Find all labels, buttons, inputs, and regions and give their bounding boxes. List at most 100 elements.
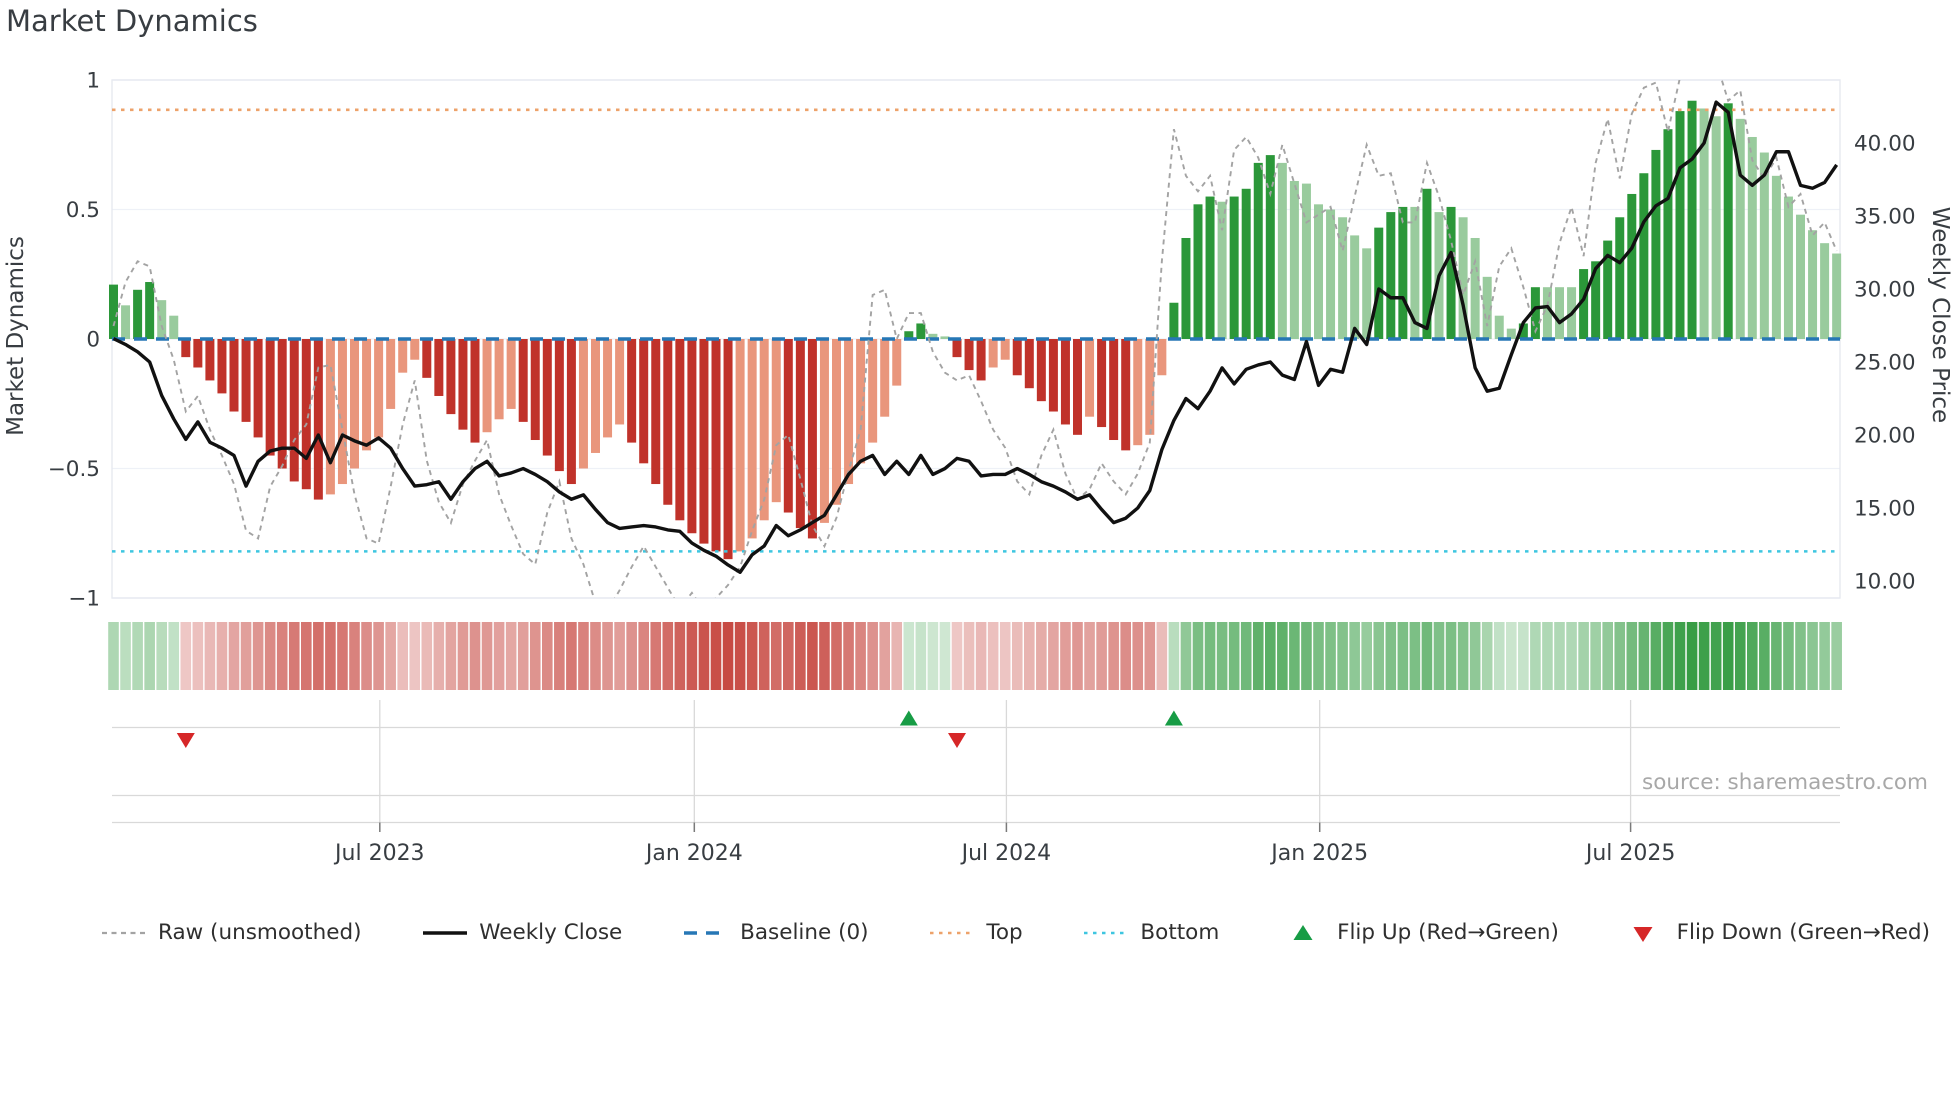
bar bbox=[904, 331, 914, 339]
heatmap-cell bbox=[722, 622, 734, 690]
bar bbox=[1121, 339, 1131, 451]
bar bbox=[1675, 111, 1685, 339]
heatmap-cell bbox=[939, 622, 951, 690]
heatmap-cell bbox=[554, 622, 565, 690]
bar bbox=[1555, 287, 1564, 339]
legend-label-top: Top bbox=[986, 920, 1023, 945]
heatmap-cell bbox=[1216, 622, 1228, 690]
bar bbox=[313, 339, 323, 500]
bar bbox=[181, 339, 191, 358]
bar bbox=[591, 339, 600, 453]
heatmap-cell bbox=[457, 622, 469, 690]
bar bbox=[952, 339, 962, 358]
bar bbox=[1350, 235, 1360, 339]
bar bbox=[542, 339, 552, 456]
bar bbox=[1169, 302, 1179, 339]
heatmap-cell bbox=[746, 622, 758, 690]
heatmap-cell bbox=[879, 622, 890, 690]
bar bbox=[1796, 214, 1805, 339]
bar bbox=[1530, 287, 1540, 339]
heatmap-cell bbox=[1132, 622, 1144, 690]
bar bbox=[1494, 315, 1504, 339]
bar bbox=[1362, 248, 1372, 339]
legend: Raw (unsmoothed) Weekly Close Baseline (… bbox=[0, 920, 1960, 945]
dynamics-bars bbox=[109, 100, 1842, 560]
bar bbox=[1398, 206, 1408, 339]
heatmap-cell bbox=[1734, 622, 1746, 690]
bar bbox=[651, 339, 661, 485]
bar bbox=[1277, 162, 1287, 339]
bar bbox=[1024, 339, 1034, 389]
legend-label-weekly-close: Weekly Close bbox=[479, 920, 623, 945]
bar bbox=[482, 339, 492, 433]
heatmap-cell bbox=[144, 622, 155, 690]
heatmap-cell bbox=[505, 622, 517, 690]
heatmap-cell bbox=[770, 622, 782, 690]
bar bbox=[1832, 253, 1842, 339]
heatmap-cell bbox=[795, 622, 806, 690]
heatmap-cell bbox=[1638, 622, 1650, 690]
legend-label-raw: Raw (unsmoothed) bbox=[158, 920, 362, 945]
bar bbox=[687, 339, 697, 534]
bar bbox=[1133, 339, 1143, 446]
y-right-tick-label: 35.00 bbox=[1854, 205, 1916, 230]
bar bbox=[1711, 116, 1721, 339]
bar bbox=[1615, 217, 1625, 339]
heatmap-cell bbox=[1036, 622, 1047, 690]
heatmap-cell bbox=[1325, 622, 1336, 690]
legend-label-baseline: Baseline (0) bbox=[740, 920, 869, 945]
heatmap-cell bbox=[1662, 622, 1674, 690]
bar bbox=[217, 339, 227, 394]
bar bbox=[1000, 339, 1010, 360]
bar bbox=[1482, 276, 1492, 339]
bar bbox=[1783, 196, 1793, 339]
heatmap-cell bbox=[1722, 622, 1734, 690]
bar bbox=[1699, 108, 1709, 340]
bar bbox=[868, 339, 878, 443]
bar bbox=[253, 339, 263, 438]
bar bbox=[578, 339, 588, 469]
heatmap-cell bbox=[1783, 622, 1794, 690]
bar bbox=[1820, 243, 1830, 339]
heatmap-cell bbox=[1096, 622, 1107, 690]
bar bbox=[880, 339, 890, 417]
flip-down-marker bbox=[176, 733, 195, 748]
bar bbox=[1808, 230, 1818, 339]
bar bbox=[506, 339, 516, 409]
top-line-icon bbox=[930, 931, 975, 934]
heatmap-cell bbox=[831, 622, 842, 690]
bar bbox=[446, 339, 456, 415]
bar bbox=[1181, 237, 1191, 339]
heatmap-cell bbox=[264, 622, 276, 690]
bar bbox=[1374, 227, 1384, 339]
heatmap-cell bbox=[529, 622, 541, 690]
bar bbox=[1241, 188, 1251, 339]
legend-item-raw: Raw (unsmoothed) bbox=[100, 920, 361, 945]
flip-down-triangle-icon bbox=[1633, 926, 1653, 942]
bar bbox=[518, 339, 528, 422]
bar bbox=[1458, 217, 1468, 339]
bar bbox=[1205, 196, 1215, 339]
heatmap-cell bbox=[1180, 622, 1192, 690]
y-right-tick-label: 10.00 bbox=[1854, 570, 1916, 595]
y-right-tick-label: 20.00 bbox=[1854, 424, 1916, 449]
bar bbox=[1506, 328, 1516, 339]
heatmap-cell bbox=[1060, 622, 1071, 690]
heatmap-cell bbox=[180, 622, 192, 690]
heatmap-cell bbox=[1747, 622, 1758, 690]
heatmap-cell bbox=[1252, 622, 1264, 690]
heatmap-cell bbox=[650, 622, 662, 690]
heatmap-cell bbox=[734, 622, 746, 690]
heatmap-cell bbox=[1144, 622, 1156, 690]
heatmap-cell bbox=[1361, 622, 1372, 690]
bar bbox=[1289, 181, 1299, 339]
heatmap-cell bbox=[1614, 622, 1626, 690]
heatmap-cell bbox=[240, 622, 252, 690]
bar bbox=[795, 339, 805, 529]
heatmap-cell bbox=[1469, 622, 1481, 690]
heatmap-cell bbox=[132, 622, 143, 690]
bar bbox=[603, 339, 613, 438]
bar bbox=[1470, 237, 1480, 339]
bar bbox=[1229, 196, 1239, 339]
